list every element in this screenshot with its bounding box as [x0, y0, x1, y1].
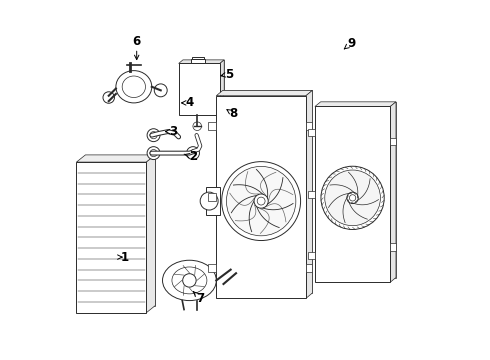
- Polygon shape: [179, 63, 220, 116]
- Polygon shape: [320, 102, 396, 278]
- Bar: [76, 162, 147, 313]
- Circle shape: [187, 147, 199, 159]
- Text: 8: 8: [229, 107, 237, 120]
- Polygon shape: [85, 155, 155, 306]
- Circle shape: [257, 197, 265, 205]
- Bar: [390, 138, 395, 145]
- Circle shape: [147, 129, 160, 141]
- Circle shape: [200, 192, 218, 210]
- Polygon shape: [76, 155, 155, 162]
- Bar: [308, 129, 315, 136]
- Bar: [315, 107, 390, 282]
- Polygon shape: [183, 60, 224, 112]
- Circle shape: [221, 162, 300, 240]
- Circle shape: [321, 166, 384, 229]
- Polygon shape: [147, 155, 155, 313]
- Bar: [306, 264, 313, 272]
- Bar: [191, 59, 205, 63]
- Polygon shape: [223, 90, 313, 293]
- Text: 1: 1: [121, 251, 129, 264]
- Ellipse shape: [172, 267, 207, 294]
- Bar: [390, 243, 395, 251]
- Circle shape: [193, 122, 201, 131]
- Circle shape: [154, 84, 167, 97]
- Bar: [306, 122, 313, 130]
- Circle shape: [254, 194, 268, 208]
- Circle shape: [325, 170, 380, 226]
- Polygon shape: [179, 60, 224, 63]
- Polygon shape: [306, 90, 313, 298]
- Bar: [208, 193, 216, 201]
- Ellipse shape: [116, 71, 152, 103]
- Text: 2: 2: [189, 150, 197, 163]
- Bar: [208, 122, 216, 130]
- Bar: [208, 264, 216, 272]
- Bar: [216, 96, 306, 298]
- Circle shape: [347, 192, 358, 203]
- Text: 4: 4: [185, 96, 194, 109]
- Circle shape: [349, 195, 356, 201]
- Text: 3: 3: [169, 125, 177, 138]
- Polygon shape: [220, 60, 224, 116]
- Circle shape: [103, 92, 115, 103]
- Text: 7: 7: [196, 292, 204, 305]
- Bar: [308, 252, 315, 260]
- Text: 5: 5: [225, 68, 233, 81]
- Ellipse shape: [163, 260, 216, 301]
- Circle shape: [150, 149, 157, 157]
- Circle shape: [150, 132, 157, 139]
- Ellipse shape: [122, 76, 146, 98]
- Text: 9: 9: [347, 36, 356, 50]
- Circle shape: [226, 166, 296, 236]
- Circle shape: [183, 274, 196, 287]
- Polygon shape: [216, 90, 313, 96]
- Bar: [308, 191, 315, 198]
- Bar: [205, 187, 220, 215]
- Polygon shape: [390, 102, 396, 282]
- Bar: [192, 57, 204, 59]
- Text: 6: 6: [133, 35, 141, 49]
- Polygon shape: [315, 102, 396, 107]
- Circle shape: [147, 147, 160, 159]
